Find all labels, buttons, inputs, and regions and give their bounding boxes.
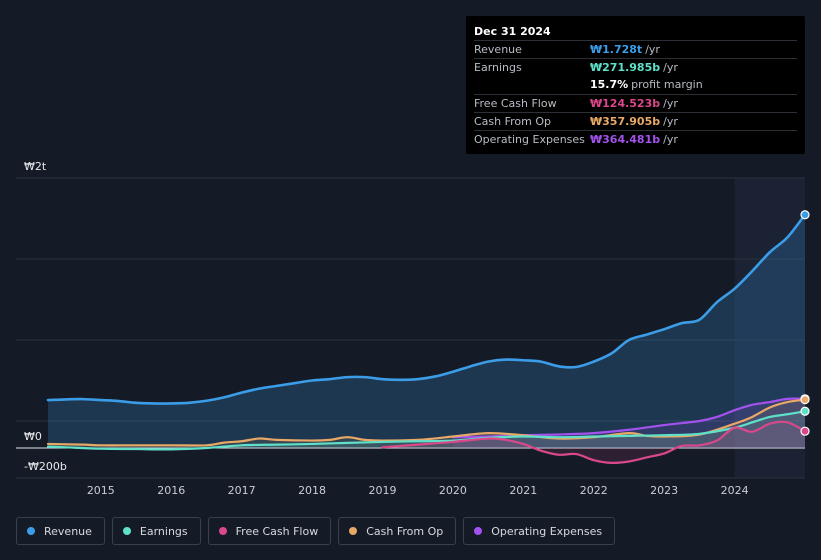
legend-dot-icon [349,527,358,535]
x-tick-2015: 2015 [87,484,115,497]
legend-label: Cash From Op [366,524,444,538]
tooltip-value: ₩271.985b [590,61,661,75]
x-tick-2017: 2017 [228,484,256,497]
x-tick-2024: 2024 [721,484,749,497]
legend-label: Revenue [44,524,92,538]
tooltip-label: Operating Expenses [474,132,585,146]
tooltip-value: ₩357.905b [590,114,661,128]
tooltip-date: Dec 31 2024 [474,25,551,38]
area-earnings [48,411,805,450]
y-axis-zero-label: ₩0 [24,430,42,443]
legend-item-free-cash-flow[interactable]: Free Cash Flow [207,517,332,545]
area-revenue [48,214,805,448]
tooltip-row-earnings: Earnings ₩271.985b /yr [474,58,797,76]
legend-label: Free Cash Flow [235,524,319,538]
tooltip-row-cash-from-op: Cash From Op ₩357.905b /yr [474,111,797,130]
area-free-cash-flow [382,421,805,463]
legend-item-earnings[interactable]: Earnings [111,517,201,545]
tooltip-label: Cash From Op [474,114,552,128]
y-axis-bottom-label: -₩200b [24,460,67,473]
tooltip-value: ₩364.481b [590,132,661,146]
x-tick-2016: 2016 [157,484,185,497]
tooltip-value: ₩124.523b [590,96,661,110]
endpoint-earnings [800,406,810,416]
legend: Revenue Earnings Free Cash Flow Cash Fro… [16,517,616,545]
tooltip-unit: /yr [645,43,660,56]
tooltip-panel: Dec 31 2024 Revenue ₩1.728t /yr Earnings… [466,16,805,154]
tooltip-value: 15.7% [590,78,629,92]
legend-dot-icon [474,527,483,535]
legend-label: Operating Expenses [491,524,603,538]
tooltip-label: Revenue [474,43,522,56]
legend-item-cash-from-op[interactable]: Cash From Op [338,517,457,545]
x-tick-2023: 2023 [650,484,678,497]
tooltip-row-profit-margin: 15.7% profit margin [474,76,797,93]
series-line-free-cash-flow [381,420,807,464]
tooltip-unit: profit margin [631,78,703,92]
tooltip-label: Earnings [474,61,522,75]
endpoint-free-cash-flow [800,426,810,436]
legend-item-revenue[interactable]: Revenue [16,517,105,545]
legend-label: Earnings [139,524,188,538]
legend-dot-icon [122,527,131,535]
x-tick-2019: 2019 [368,484,396,497]
tooltip-unit: /yr [663,132,678,146]
series-line-revenue [46,213,807,405]
x-tick-2022: 2022 [580,484,608,497]
tooltip-unit: /yr [663,61,678,75]
y-axis-top-label: ₩2t [24,160,47,173]
tooltip-label [474,76,590,93]
tooltip-label: Free Cash Flow [474,96,557,110]
tooltip-value: ₩1.728t [590,43,643,56]
legend-dot-icon [218,527,227,535]
x-tick-2018: 2018 [298,484,326,497]
tooltip-unit: /yr [663,114,678,128]
forecast-region [734,178,805,478]
tooltip-row-revenue: Revenue ₩1.728t /yr [474,40,797,58]
legend-item-operating-expenses[interactable]: Operating Expenses [463,517,616,545]
endpoint-revenue [800,210,810,220]
legend-dot-icon [27,527,35,535]
x-tick-2020: 2020 [439,484,467,497]
endpoint-cash-from-op [800,395,810,405]
x-tick-2021: 2021 [509,484,537,497]
tooltip-unit: /yr [663,96,678,110]
tooltip-row-operating-expenses: Operating Expenses ₩364.481b /yr [474,129,797,148]
tooltip-row-free-cash-flow: Free Cash Flow ₩124.523b /yr [474,93,797,112]
